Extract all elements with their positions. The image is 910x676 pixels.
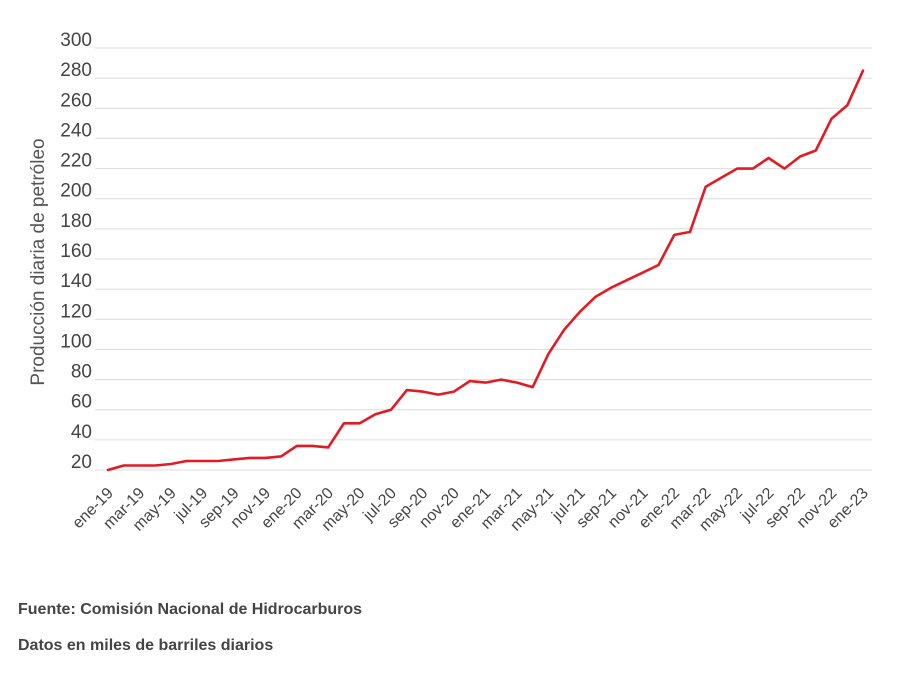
y-tick-label: 80: [71, 362, 92, 383]
y-tick-label: 20: [71, 452, 92, 473]
series-line: [106, 69, 865, 472]
y-tick-label: 40: [71, 422, 92, 443]
series-lines: [106, 69, 865, 472]
y-axis-ticks: 20 40 60 80 100 120 140 160 180 200 220 240 260 280 30…: [60, 30, 92, 473]
grid-lines: [95, 47, 872, 471]
y-tick-label: 180: [60, 211, 92, 232]
y-tick-label: 60: [71, 392, 92, 413]
y-axis-label: Producción diaria de petróleo: [28, 138, 49, 385]
x-axis-ticks: ene-19mar-19may-19jul-19sep-19nov-19ene-…: [70, 485, 872, 535]
units-note: Datos en miles de barriles diarios: [18, 637, 274, 654]
y-tick-label: 120: [60, 301, 92, 322]
y-tick-label: 260: [60, 90, 92, 111]
y-tick-label: 280: [60, 60, 92, 81]
y-tick-label: 300: [60, 30, 92, 51]
y-tick-label: 140: [60, 271, 92, 292]
y-tick-label: 160: [60, 241, 92, 262]
y-tick-label: 240: [60, 120, 92, 141]
y-tick-label: 220: [60, 151, 92, 172]
y-tick-label: 200: [60, 181, 92, 202]
source-note: Fuente: Comisión Nacional de Hidrocarbur…: [18, 601, 363, 618]
line-chart: 20 40 60 80 100 120 140 160 180 200 220 240 260 280 30…: [28, 30, 872, 535]
y-tick-label: 100: [60, 331, 92, 352]
